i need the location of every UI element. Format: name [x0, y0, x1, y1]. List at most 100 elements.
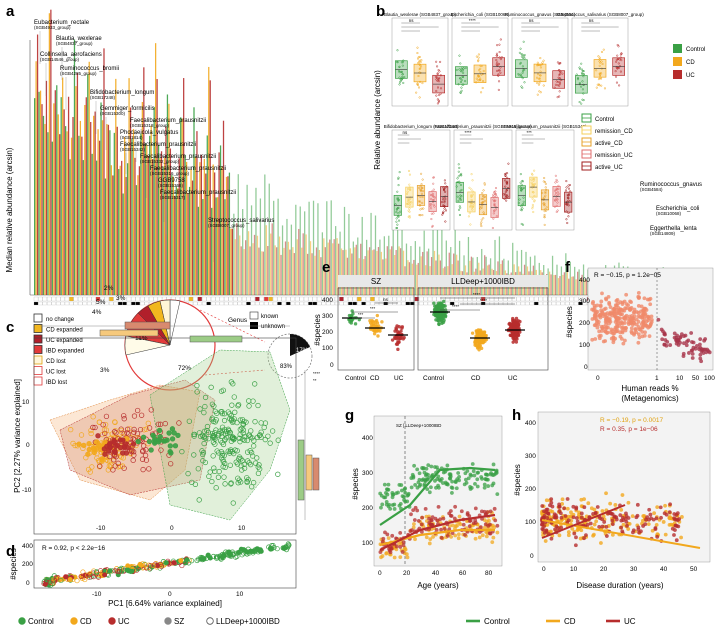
g-point	[431, 535, 435, 539]
d-point	[244, 551, 250, 557]
panel-h-xlabel: Disease duration (years)	[576, 581, 663, 590]
annot-sub: (SGB14546_group)	[40, 57, 80, 62]
g-point	[459, 509, 464, 514]
strip-cell	[290, 296, 295, 302]
b-point	[418, 55, 421, 58]
pie-label-1: 2%	[104, 285, 114, 292]
b-point	[506, 172, 509, 175]
pca-point	[227, 462, 233, 468]
strip-cell	[78, 296, 83, 302]
strip-cell	[370, 296, 375, 302]
bar-a	[267, 246, 269, 295]
pca-point	[215, 450, 222, 456]
pca-point	[191, 431, 198, 438]
strip-cell	[215, 296, 220, 302]
b-point	[481, 86, 484, 90]
b-point	[459, 91, 462, 94]
g-point	[394, 544, 399, 549]
f-point	[674, 341, 679, 346]
b-point	[418, 60, 421, 63]
bar-a	[171, 174, 173, 295]
b-point	[398, 71, 401, 74]
e-point	[433, 307, 437, 312]
d-point	[148, 563, 154, 569]
pca-point	[131, 426, 137, 433]
small-pie-slice-unknown	[290, 334, 310, 356]
g-point	[422, 470, 427, 475]
g-point	[397, 503, 402, 508]
bar-a	[302, 233, 304, 295]
d-xtick-2: 10	[236, 591, 244, 598]
pca-point	[131, 429, 137, 435]
annot-name: Eubacterium_rectale	[34, 20, 90, 26]
pie-label-6: 3%	[100, 367, 110, 374]
b-point	[432, 212, 435, 215]
pca-point	[86, 440, 92, 447]
g-point	[488, 522, 492, 527]
bar-a	[323, 238, 325, 295]
g-point	[378, 550, 383, 554]
f-point	[622, 316, 627, 320]
h-point	[624, 519, 629, 524]
strip-cell	[122, 296, 127, 302]
annot-sub: (SGB15342)	[120, 147, 146, 152]
bar-a	[36, 34, 39, 296]
bar-a	[259, 198, 262, 295]
b-point	[409, 188, 412, 191]
bar-a	[360, 243, 362, 295]
marginal-top-box-cd	[99, 329, 159, 337]
strip-cell	[379, 296, 384, 302]
genus-cell	[352, 301, 357, 306]
b-point	[558, 90, 561, 93]
bar-a	[357, 237, 359, 295]
f-point	[642, 296, 647, 301]
b-point	[437, 99, 440, 102]
f-point	[672, 331, 677, 336]
pca-point	[185, 470, 191, 477]
b-point	[539, 91, 542, 94]
b-point	[400, 70, 404, 73]
b-point	[429, 203, 432, 206]
d-point	[140, 564, 147, 570]
g-point	[402, 547, 407, 552]
bar-a	[231, 228, 233, 295]
genus-cell	[556, 301, 561, 306]
pca-point	[191, 452, 197, 458]
d-point	[179, 563, 185, 569]
f-point	[601, 339, 606, 344]
strip-cell	[286, 296, 291, 302]
pca-point	[220, 464, 226, 470]
g-point	[386, 536, 391, 541]
e-point	[478, 328, 482, 332]
pca-point	[237, 426, 243, 433]
strip-cell	[109, 296, 114, 302]
g-point	[453, 479, 458, 484]
panel-h-frame	[537, 411, 711, 563]
pca-point	[258, 434, 264, 441]
d-point	[189, 558, 195, 564]
g-point	[436, 504, 441, 509]
f-point	[618, 311, 623, 316]
genus-cell	[73, 301, 78, 306]
bar-a	[119, 165, 121, 295]
pca-point	[244, 479, 250, 485]
legend-bl-label: SZ	[174, 617, 184, 626]
b-point	[521, 86, 524, 89]
bar-a	[141, 101, 143, 295]
pca-point	[112, 419, 118, 426]
b-sig: ***	[526, 130, 532, 135]
genus-cell	[330, 301, 335, 306]
b-point	[479, 223, 483, 226]
e-point	[372, 332, 377, 336]
bar-a	[172, 176, 174, 295]
genus-cell	[463, 301, 468, 306]
pca-point	[125, 445, 131, 451]
genus-cell	[113, 301, 118, 306]
legend-a-swatch	[33, 376, 43, 386]
sig-e3: ***	[370, 306, 376, 311]
bar-a	[436, 221, 439, 295]
strip-cell	[348, 296, 353, 302]
c-ytick-2: 10	[22, 399, 30, 406]
strip-cell	[148, 296, 154, 302]
bar-a	[215, 197, 217, 295]
